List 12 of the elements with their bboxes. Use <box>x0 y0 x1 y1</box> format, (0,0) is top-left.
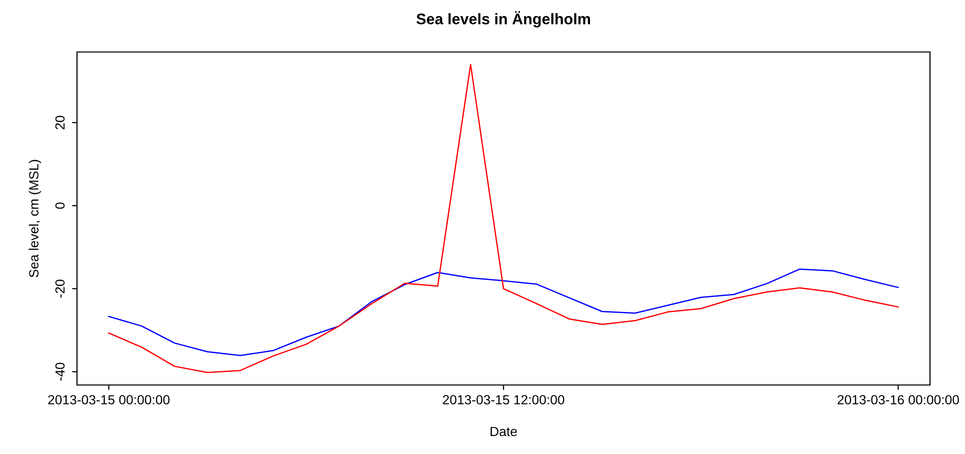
y-tick-label: 0 <box>55 202 65 209</box>
y-axis-title: Sea level, cm (MSL) <box>28 160 42 278</box>
x-axis-title: Date <box>490 426 517 436</box>
x-tick-label: 2013-03-15 12:00:00 <box>442 395 564 404</box>
y-tick-label: 20 <box>55 116 65 130</box>
line-series <box>108 64 899 374</box>
chart-title: Sea levels in Ängelholm <box>416 11 590 28</box>
line-series <box>108 268 899 356</box>
y-tick-label: -40 <box>55 362 65 381</box>
x-tick-label: 2013-03-16 00:00:00 <box>838 395 959 404</box>
x-tick-label: 2013-03-15 00:00:00 <box>48 395 170 404</box>
y-tick-label: -20 <box>55 280 65 298</box>
